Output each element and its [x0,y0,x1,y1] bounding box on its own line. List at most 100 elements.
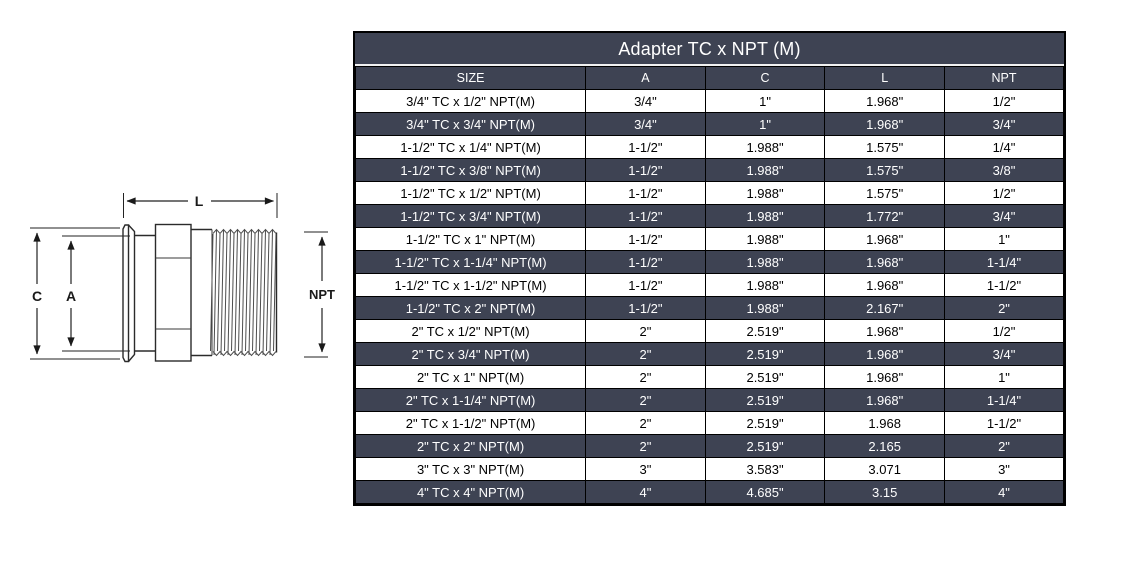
dimension-l: L [123,193,278,218]
spec-cell-size: 2" TC x 1" NPT(M) [354,365,587,389]
table-row: 1-1/2" TC x 1-1/4" NPT(M) 1-1/2" 1.988" 1.9… [354,250,1064,274]
spec-cell-c: 2.519" [704,342,826,366]
spec-cell-size: 1-1/2" TC x 1/2" NPT(M) [354,181,587,205]
spec-cell-npt: 1/4" [944,135,1064,159]
spec-cell-a: 2" [585,434,706,458]
dimension-npt: NPT [304,231,335,358]
spec-cell-a: 2" [585,365,706,389]
table-row: 2" TC x 1-1/4" NPT(M) 2" 2.519" 1.968" 1-1/4… [354,388,1064,412]
thread-collar [191,228,213,357]
column-header-c: C [704,66,826,90]
spec-cell-a: 1-1/2" [585,296,706,320]
spec-cell-a: 2" [585,319,706,343]
spec-cell-l: 1.968" [824,273,946,297]
spec-cell-npt: 1-1/2" [944,411,1064,435]
spec-cell-l: 1.575" [824,158,946,182]
adapter-technical-drawing: L C A NPT [30,193,335,363]
spec-cell-l: 2.165 [824,434,946,458]
spec-cell-l: 1.968" [824,388,946,412]
spec-cell-c: 2.519" [704,319,826,343]
spec-cell-size: 4" TC x 4" NPT(M) [354,480,587,504]
dim-label-a: A [66,288,76,304]
spec-cell-l: 1.968" [824,89,946,113]
spec-cell-a: 2" [585,411,706,435]
table-row: 1-1/2" TC x 1" NPT(M) 1-1/2" 1.988" 1.968" 1… [354,227,1064,251]
table-row: 1-1/2" TC x 2" NPT(M) 1-1/2" 1.988" 2.167" 2… [354,296,1064,320]
spec-cell-l: 3.15 [824,480,946,504]
dim-label-l: L [195,193,204,209]
spec-cell-size: 2" TC x 1-1/2" NPT(M) [354,411,587,435]
spec-cell-size: 1-1/2" TC x 1-1/4" NPT(M) [354,250,587,274]
spec-cell-l: 1.772" [824,204,946,228]
spec-cell-npt: 1/2" [944,89,1064,113]
dim-label-npt: NPT [309,287,335,302]
table-row: 3" TC x 3" NPT(M) 3" 3.583" 3.071 3" [354,457,1064,481]
spec-cell-size: 1-1/2" TC x 2" NPT(M) [354,296,587,320]
spec-cell-a: 2" [585,342,706,366]
spec-cell-l: 1.968" [824,112,946,136]
spec-cell-size: 2" TC x 1/2" NPT(M) [354,319,587,343]
spec-cell-size: 2" TC x 1-1/4" NPT(M) [354,388,587,412]
spec-cell-l: 1.968" [824,250,946,274]
table-row: 2" TC x 2" NPT(M) 2" 2.519" 2.165 2" [354,434,1064,458]
spec-cell-c: 2.519" [704,411,826,435]
spec-cell-size: 3/4" TC x 1/2" NPT(M) [354,89,587,113]
spec-cell-l: 1.968" [824,365,946,389]
spec-cell-size: 1-1/2" TC x 1-1/2" NPT(M) [354,273,587,297]
column-header-npt: NPT [944,66,1064,90]
column-header-size: SIZE [354,66,587,90]
spec-table-panel: Adapter TC x NPT (M) SIZE A C L NPT 3/4" TC … [353,31,1066,506]
spec-cell-c: 1.988" [704,135,826,159]
spec-cell-l: 1.968" [824,342,946,366]
spec-cell-c: 3.583" [704,457,826,481]
spec-cell-npt: 2" [944,434,1064,458]
spec-cell-a: 1-1/2" [585,204,706,228]
spec-cell-a: 1-1/2" [585,227,706,251]
spec-cell-npt: 3" [944,457,1064,481]
spec-cell-size: 2" TC x 3/4" NPT(M) [354,342,587,366]
table-row: 3/4" TC x 3/4" NPT(M) 3/4" 1" 1.968" 3/4" [354,112,1064,136]
table-header-row: SIZE A C L NPT [354,66,1064,90]
spec-cell-c: 1" [704,112,826,136]
spec-cell-npt: 3/8" [944,158,1064,182]
hex-body [154,223,192,362]
spec-cell-a: 1-1/2" [585,273,706,297]
spec-cell-a: 4" [585,480,706,504]
spec-table: SIZE A C L NPT 3/4" TC x 1/2" NPT(M) 3/4" 1" 1.… [354,66,1064,504]
table-title: Adapter TC x NPT (M) [355,33,1064,66]
table-row: 3/4" TC x 1/2" NPT(M) 3/4" 1" 1.968" 1/2" [354,89,1064,113]
spec-cell-npt: 2" [944,296,1064,320]
spec-cell-npt: 4" [944,480,1064,504]
spec-cell-c: 1.988" [704,158,826,182]
spec-cell-c: 1" [704,89,826,113]
spec-cell-a: 1-1/2" [585,158,706,182]
spec-cell-a: 3/4" [585,89,706,113]
spec-cell-npt: 1-1/4" [944,388,1064,412]
spec-cell-size: 2" TC x 2" NPT(M) [354,434,587,458]
adapter-neck [134,234,156,352]
npt-threads [210,228,278,357]
spec-cell-c: 1.988" [704,204,826,228]
spec-cell-size: 3/4" TC x 3/4" NPT(M) [354,112,587,136]
spec-cell-npt: 3/4" [944,204,1064,228]
spec-cell-c: 1.988" [704,181,826,205]
table-row: 2" TC x 1-1/2" NPT(M) 2" 2.519" 1.968 1-1/2" [354,411,1064,435]
spec-cell-npt: 1/2" [944,181,1064,205]
table-row: 1-1/2" TC x 3/4" NPT(M) 1-1/2" 1.988" 1.772… [354,204,1064,228]
dim-label-c: C [32,288,42,304]
spec-cell-a: 3/4" [585,112,706,136]
spec-cell-npt: 3/4" [944,112,1064,136]
table-row: 1-1/2" TC x 1-1/2" NPT(M) 1-1/2" 1.988" 1.9… [354,273,1064,297]
spec-cell-l: 1.575" [824,181,946,205]
spec-cell-npt: 1-1/4" [944,250,1064,274]
spec-cell-a: 2" [585,388,706,412]
spec-cell-a: 1-1/2" [585,181,706,205]
spec-cell-npt: 1/2" [944,319,1064,343]
table-row: 2" TC x 3/4" NPT(M) 2" 2.519" 1.968" 3/4" [354,342,1064,366]
table-row: 1-1/2" TC x 3/8" NPT(M) 1-1/2" 1.988" 1.575… [354,158,1064,182]
spec-cell-l: 2.167" [824,296,946,320]
spec-cell-npt: 3/4" [944,342,1064,366]
spec-cell-c: 4.685" [704,480,826,504]
tc-flange [122,224,136,363]
